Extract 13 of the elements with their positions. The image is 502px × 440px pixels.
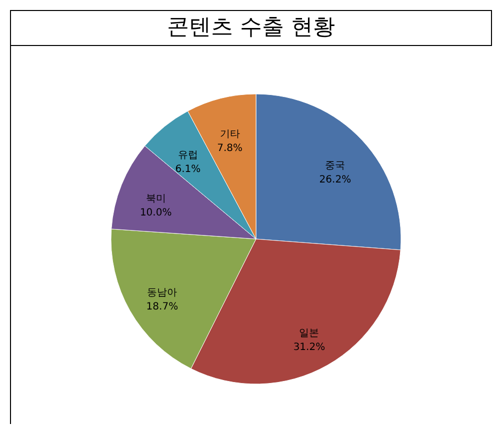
data-label: 26.2% bbox=[319, 174, 352, 186]
slice-label: 기타 bbox=[220, 129, 240, 140]
slice-label: 일본 bbox=[299, 328, 320, 339]
data-label: 7.8% bbox=[217, 143, 242, 154]
slice-label: 북미 bbox=[146, 194, 166, 205]
data-label: 18.7% bbox=[146, 302, 178, 313]
data-label: 6.1% bbox=[175, 164, 201, 176]
chart-title: 콘텐츠 수출 현황 bbox=[11, 11, 491, 46]
slice-label: 중국 bbox=[325, 160, 346, 172]
data-label: 10.0% bbox=[140, 208, 172, 219]
slice-label: 유럽 bbox=[178, 150, 198, 162]
data-label: 31.2% bbox=[293, 342, 326, 353]
slice-label: 동남아 bbox=[147, 288, 178, 299]
